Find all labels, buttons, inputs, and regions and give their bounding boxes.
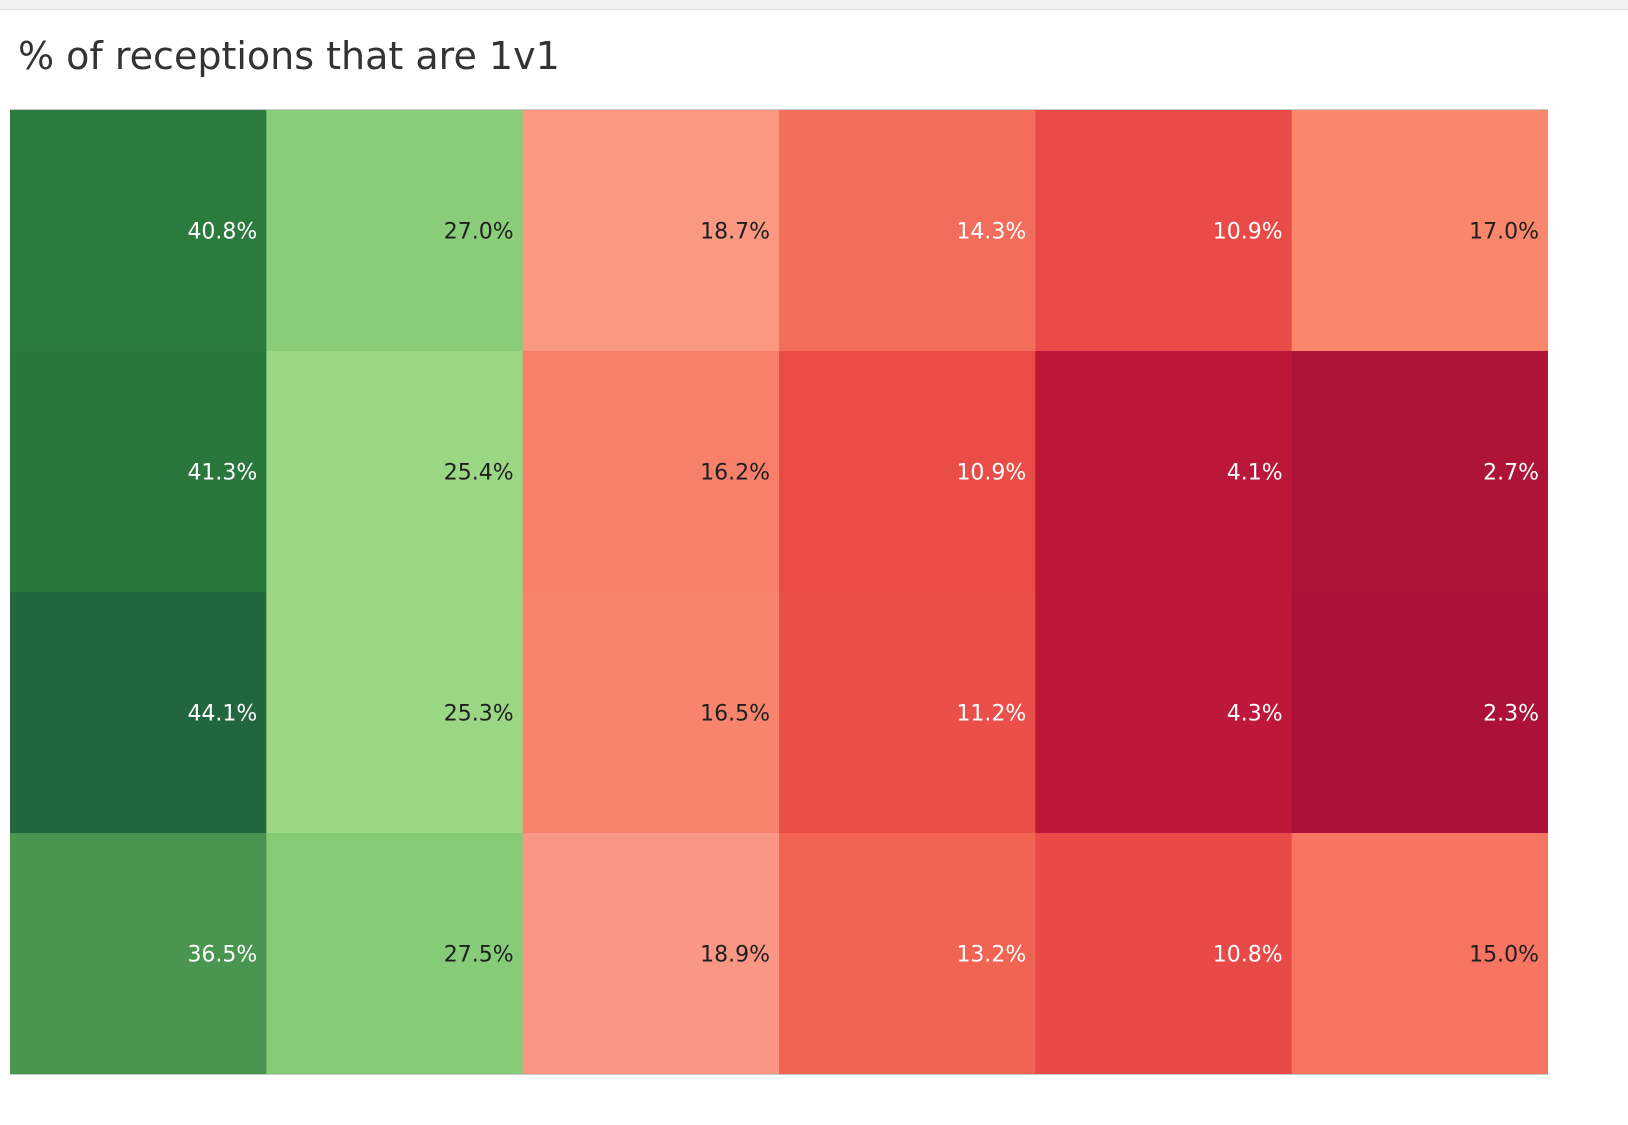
heatmap-cell-r2-c3: [522, 351, 780, 593]
heatmap-cell-r3-c3: [522, 592, 780, 834]
heatmap-cell-r2-c1: [10, 351, 267, 593]
heatmap-cell-label-r4-c1: 36.5%: [187, 943, 257, 968]
heatmap-cell-r4-c6: [1291, 833, 1548, 1074]
heatmap-cell-label-r1-c6: 17.0%: [1469, 220, 1539, 245]
heatmap-cell-r2-c4: [779, 351, 1036, 593]
heatmap-cell-label-r4-c5: 10.8%: [1213, 943, 1283, 968]
heatmap-cell-label-r4-c2: 27.5%: [444, 943, 514, 968]
heatmap-cell-r2-c2: [266, 351, 524, 593]
heatmap-cell-label-r3-c1: 44.1%: [187, 702, 257, 727]
heatmap-cell-r3-c4: [779, 592, 1036, 834]
heatmap-cell-label-r2-c3: 16.2%: [700, 461, 770, 486]
heatmap-cell-r2-c6: [1291, 351, 1548, 593]
heatmap-cell-label-r4-c6: 15.0%: [1469, 943, 1539, 968]
heatmap: 40.8% 27.0% 18.7% 14.3% 10.9% 17.0% 41.3% 25.4%…: [10, 109, 1548, 1075]
heatmap-cell-r1-c5: [1035, 110, 1293, 352]
heatmap-cell-label-r1-c3: 18.7%: [700, 220, 770, 245]
heatmap-cell-label-r3-c6: 2.3%: [1483, 702, 1539, 727]
heatmap-cell-r3-c5: [1035, 592, 1293, 834]
heatmap-cell-r3-c2: [266, 592, 524, 834]
heatmap-cell-label-r2-c2: 25.4%: [444, 461, 514, 486]
chart-panel: % of receptions that are 1v1 40.8% 27.0% 1…: [0, 9, 1628, 1125]
heatmap-cell-r1-c2: [266, 110, 524, 352]
heatmap-cell-label-r4-c3: 18.9%: [700, 943, 770, 968]
heatmap-cell-label-r1-c1: 40.8%: [187, 220, 257, 245]
heatmap-cell-r1-c4: [779, 110, 1036, 352]
heatmap-cell-label-r3-c5: 4.3%: [1227, 702, 1283, 727]
heatmap-cell-r3-c6: [1291, 592, 1548, 834]
heatmap-cell-label-r1-c2: 27.0%: [444, 220, 514, 245]
heatmap-cell-r4-c3: [522, 833, 780, 1074]
heatmap-cell-r1-c6: [1291, 110, 1548, 352]
heatmap-cell-r4-c1: [10, 833, 267, 1074]
heatmap-cell-r4-c5: [1035, 833, 1293, 1074]
heatmap-cell-r1-c3: [522, 110, 780, 352]
heatmap-cell-r2-c5: [1035, 351, 1293, 593]
heatmap-cell-label-r4-c4: 13.2%: [956, 943, 1026, 968]
heatmap-cell-r1-c1: [10, 110, 267, 352]
heatmap-cell-label-r3-c4: 11.2%: [956, 702, 1026, 727]
heatmap-cell-r4-c2: [266, 833, 524, 1074]
heatmap-cell-label-r1-c5: 10.9%: [1213, 220, 1283, 245]
heatmap-cell-label-r3-c3: 16.5%: [700, 702, 770, 727]
heatmap-cell-label-r2-c5: 4.1%: [1227, 461, 1283, 486]
heatmap-cell-label-r2-c6: 2.7%: [1483, 461, 1539, 486]
heatmap-cell-label-r2-c4: 10.9%: [956, 461, 1026, 486]
heatmap-svg: 40.8% 27.0% 18.7% 14.3% 10.9% 17.0% 41.3% 25.4%…: [10, 110, 1548, 1074]
heatmap-cell-label-r2-c1: 41.3%: [187, 461, 257, 486]
heatmap-cell-r4-c4: [779, 833, 1036, 1074]
heatmap-cell-label-r1-c4: 14.3%: [956, 220, 1026, 245]
heatmap-cell-label-r3-c2: 25.3%: [444, 702, 514, 727]
heatmap-cell-r3-c1: [10, 592, 267, 834]
chart-title: % of receptions that are 1v1: [18, 34, 560, 78]
